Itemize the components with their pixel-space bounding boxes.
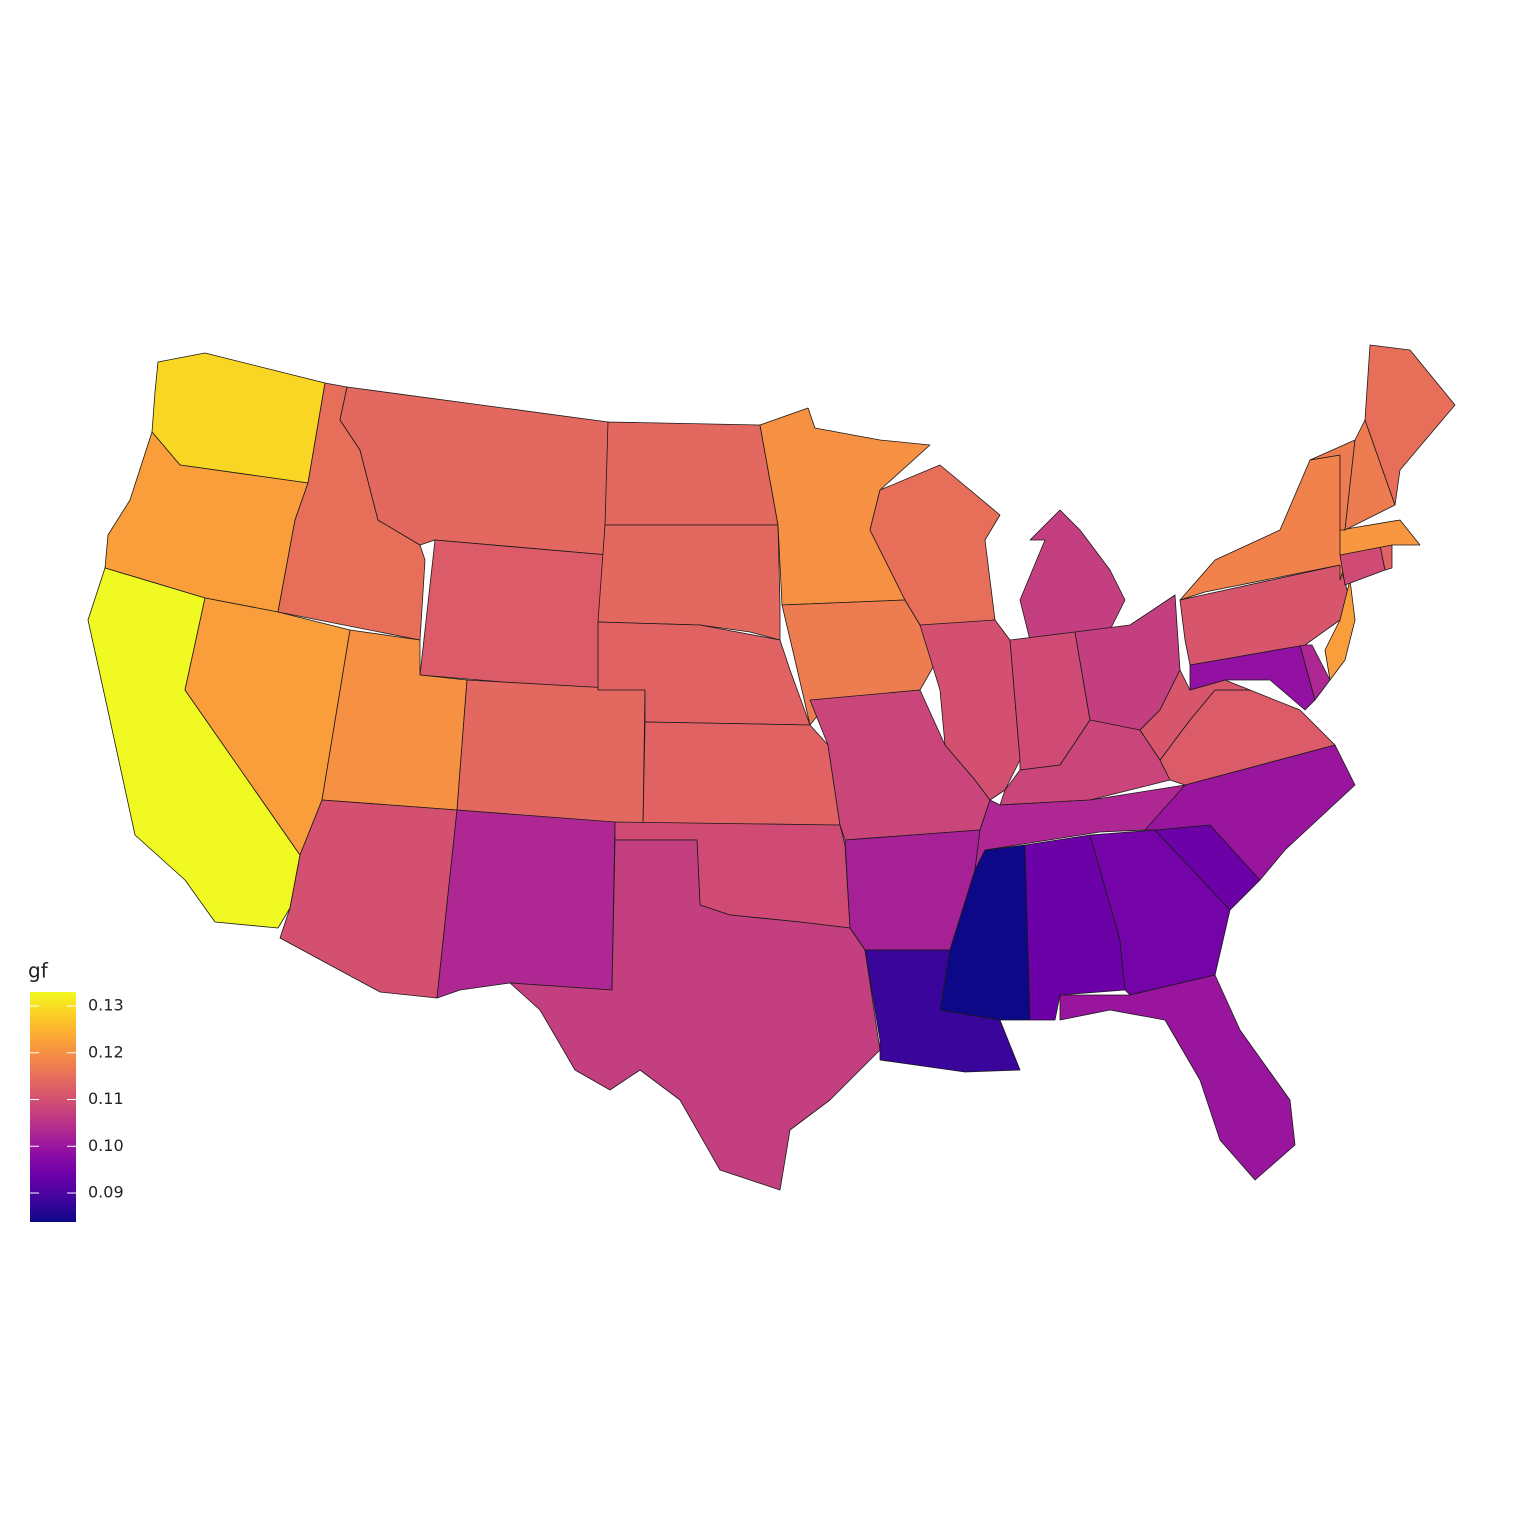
state bbox=[1139, 669, 1251, 761]
state bbox=[1364, 344, 1456, 506]
colorbar-tick-label: 0.10 bbox=[88, 1136, 124, 1155]
colorbar-tick-label: 0.09 bbox=[88, 1183, 124, 1202]
colorbar-tick-label: 0.11 bbox=[88, 1089, 124, 1108]
state bbox=[456, 679, 646, 826]
colorbar-tick-label: 0.12 bbox=[88, 1042, 124, 1061]
colorbar-tick-label: 0.13 bbox=[88, 996, 124, 1015]
state bbox=[1059, 974, 1296, 1181]
state bbox=[919, 619, 1021, 801]
state bbox=[642, 721, 841, 826]
state bbox=[604, 421, 779, 526]
state bbox=[436, 809, 616, 999]
colorbar bbox=[30, 992, 76, 1222]
state bbox=[509, 839, 881, 1191]
legend-title: gf bbox=[28, 959, 49, 983]
state bbox=[1339, 519, 1421, 556]
state bbox=[1019, 509, 1126, 641]
state bbox=[1309, 439, 1356, 531]
states bbox=[87, 344, 1456, 1191]
state bbox=[419, 539, 609, 691]
